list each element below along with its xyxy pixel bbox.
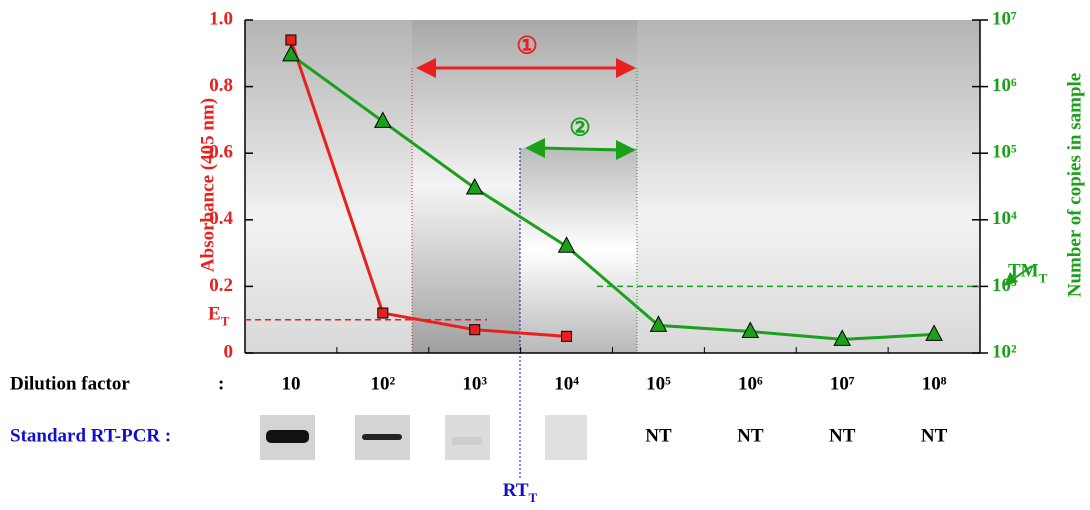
rt-threshold-label-sub: T [529,490,538,505]
y-tick-label: 1.0 [209,8,233,29]
x-tick-label: 10⁶ [738,373,763,394]
y-tick-label: 0.8 [209,75,233,96]
x-tick-label: 10 [281,373,300,394]
y2-tick-label: 10⁶ [992,75,1017,96]
rt-pcr-result: NT [829,425,856,446]
x-tick-label: 10⁸ [922,373,947,394]
threshold-label: ET [208,304,230,329]
x-tick-label: 10³ [462,373,487,394]
y2-axis-title: Number of copies in sample [1064,73,1085,297]
y2-tick-label: 10⁴ [992,208,1017,229]
range-2-shade [520,148,637,353]
y-tick-label: 0.2 [209,275,233,296]
marker [470,325,480,335]
threshold-label-main: E [208,304,221,325]
threshold-label-sub: T [1039,270,1048,285]
x-tick-label: 10² [370,373,395,394]
x-tick-label: 10⁴ [554,373,579,394]
range-2-label: ② [569,116,591,142]
marker [378,308,388,318]
x-axis-separator: : [218,373,224,394]
y-axis-title: Absorbance (405 nm) [197,98,218,272]
range-1-label: ① [516,34,538,60]
x-axis-title: Dilution factor [10,373,130,394]
threshold-label-main: TM [1008,261,1039,282]
chart: Absorbance (405 nm) Number of copies in … [0,0,1090,510]
x-tick-label: 10⁵ [646,373,671,394]
y-tick-label: 0.4 [209,208,233,229]
rt-threshold-label: RTT [503,480,538,505]
y2-tick-label: 10⁷ [992,8,1017,29]
rt-pcr-result: NT [645,425,672,446]
rt-threshold-label-main: RT [503,480,529,501]
y2-tick-label: 10⁵ [992,142,1017,163]
y-tick-label: 0.6 [209,142,233,163]
threshold-label: TMT [1008,261,1048,286]
marker [562,331,572,341]
rt-pcr-result: NT [737,425,764,446]
threshold-label-sub: T [221,314,230,329]
rt-pcr-label: Standard RT-PCR : [10,425,171,446]
rt-pcr-result: NT [921,425,948,446]
gels [260,415,587,460]
y-tick-label: 0 [224,341,234,362]
marker [286,35,296,45]
y2-tick-label: 10² [992,341,1017,362]
x-tick-label: 10⁷ [830,373,855,394]
